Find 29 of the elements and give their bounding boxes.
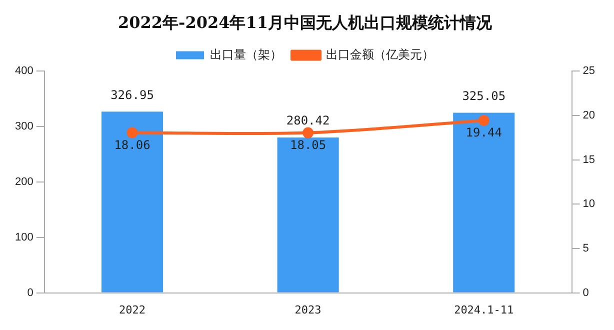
point	[478, 114, 490, 126]
y-tick-label: 100	[14, 231, 34, 244]
data-label: 280.42	[286, 114, 330, 128]
x-tick-label: 2023	[294, 303, 322, 316]
y-tick-label: 300	[14, 120, 34, 133]
y2-tick-label: 10	[582, 198, 596, 210]
legend-label: 出口量（架）	[210, 47, 282, 62]
point	[126, 127, 138, 138]
chart-title: 2022年-2024年11月中国无人机出口规模统计情况	[118, 12, 493, 32]
x-tick-label: 2024.1-11	[454, 303, 514, 316]
y-tick-label: 400	[14, 65, 34, 78]
x-tick-label: 2022	[119, 303, 146, 316]
y-tick-label: 0	[27, 286, 34, 299]
y2-tick-label: 25	[582, 65, 596, 78]
y2-tick-label: 0	[582, 286, 589, 299]
point	[302, 127, 314, 138]
y-tick-label: 200	[14, 176, 34, 188]
data-label: 326.95	[110, 88, 154, 102]
legend-label: 出口金额（亿美元）	[326, 47, 434, 62]
y2-tick-label: 20	[582, 110, 596, 122]
y2-tick-label: 15	[582, 154, 596, 166]
data-label: 18.05	[290, 138, 326, 152]
bar	[277, 137, 339, 292]
data-label: 18.06	[114, 138, 150, 152]
bar	[453, 112, 515, 292]
bar	[101, 112, 164, 292]
y2-tick-label: 5	[582, 242, 589, 255]
data-label: 19.44	[466, 126, 502, 140]
data-label: 325.05	[462, 88, 506, 103]
